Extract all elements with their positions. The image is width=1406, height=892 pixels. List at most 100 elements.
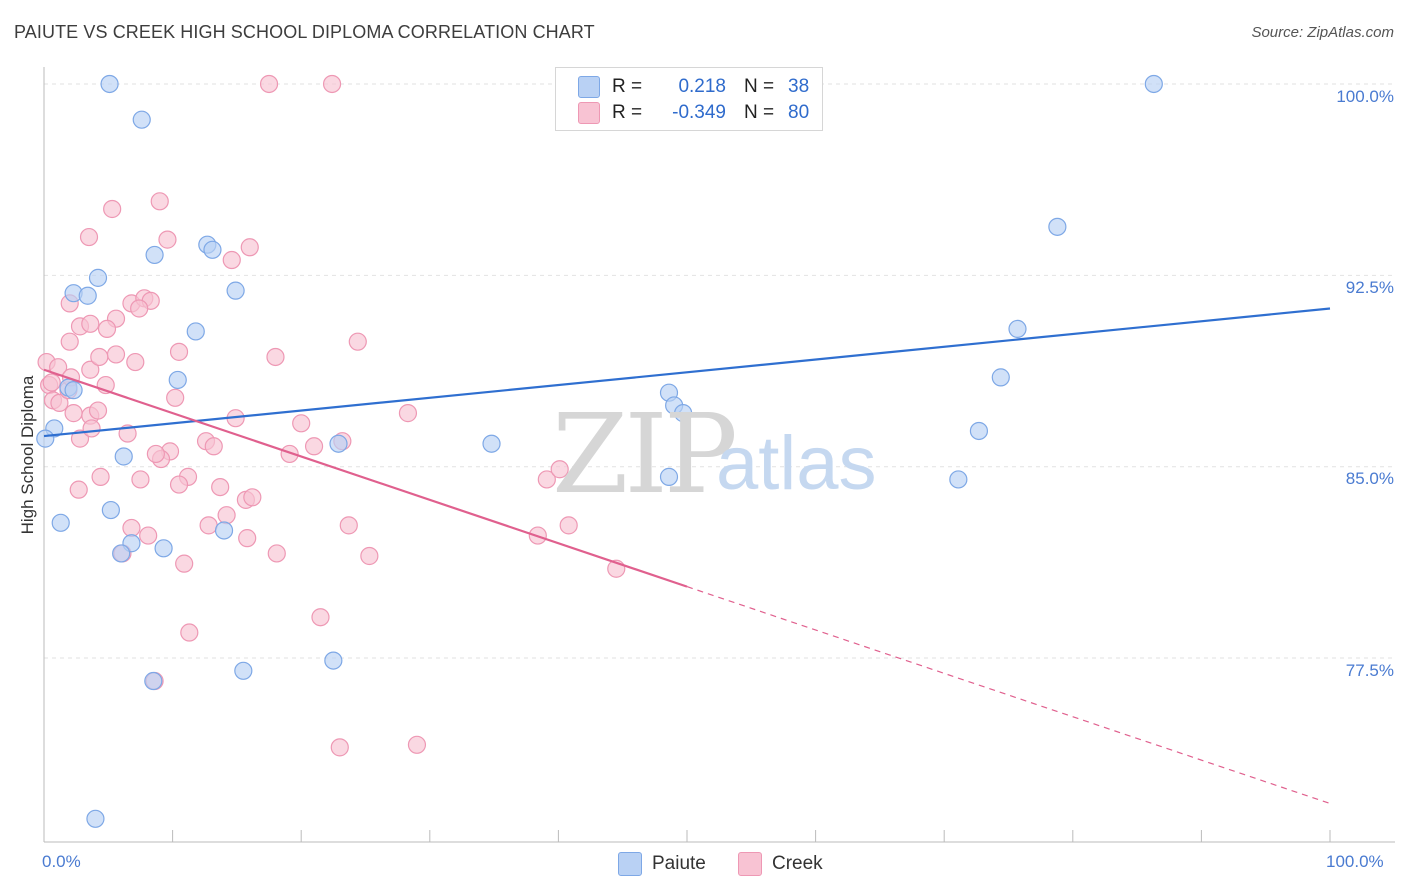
- y-tick-label-100: 100.0%: [1336, 87, 1394, 106]
- creek-point: [211, 477, 230, 497]
- creek-point: [150, 192, 169, 211]
- creek-point: [122, 518, 141, 538]
- paiute-legend-swatch: [618, 852, 642, 876]
- y-tick-label-77-5: 77.5%: [1345, 661, 1394, 680]
- paiute-point: [1048, 217, 1067, 236]
- paiute-point: [991, 368, 1010, 387]
- watermark-atlas: atlas: [716, 421, 877, 506]
- y-tick-label-85: 85.0%: [1345, 469, 1394, 488]
- axes: [43, 67, 1395, 843]
- correlation-legend: R = 0.218 N = 38 R = -0.349 N = 80: [555, 67, 823, 131]
- creek-point: [222, 250, 241, 270]
- creek-point: [166, 388, 185, 407]
- paiute-point: [101, 500, 120, 520]
- creek-point: [292, 414, 311, 433]
- creek-point: [97, 319, 117, 339]
- x-tick-label-max: 100.0%: [1326, 852, 1384, 871]
- creek-point: [339, 516, 358, 535]
- paiute-point: [144, 671, 163, 691]
- paiute-point: [214, 521, 234, 540]
- creek-point: [169, 342, 189, 361]
- creek-trend-extension: [686, 586, 1331, 805]
- paiute-point: [203, 240, 222, 259]
- paiute-point: [482, 434, 501, 453]
- creek-point: [240, 238, 259, 257]
- creek-point: [49, 358, 68, 377]
- legend-r-label: R =: [612, 102, 643, 123]
- y-tick-label-92-5: 92.5%: [1345, 278, 1394, 297]
- creek-point: [280, 444, 299, 464]
- creek-point: [259, 74, 279, 94]
- creek-swatch: [578, 102, 600, 124]
- creek-point: [139, 526, 158, 545]
- paiute-point: [132, 110, 151, 129]
- trend-lines: [43, 307, 1331, 805]
- legend-n-value: 80: [788, 102, 810, 123]
- paiute-point: [1144, 74, 1163, 94]
- paiute-point: [226, 281, 245, 300]
- source-credit: Source: ZipAtlas.com: [1251, 24, 1394, 41]
- legend-n-label: N =: [744, 102, 775, 123]
- legend-item-paiute: Paiute: [618, 852, 706, 876]
- creek-point: [238, 529, 257, 548]
- creek-point: [158, 230, 177, 249]
- paiute-point: [659, 467, 679, 486]
- creek-point: [42, 373, 61, 392]
- creek-point: [169, 475, 189, 494]
- legend-row-paiute: R = 0.218 N = 38: [578, 75, 809, 99]
- paiute-point: [1008, 319, 1027, 339]
- paiute-point: [168, 370, 187, 390]
- creek-point: [91, 467, 110, 486]
- paiute-point: [949, 470, 968, 489]
- y-axis-label: High School Diploma: [18, 375, 37, 535]
- creek-point: [267, 544, 286, 563]
- creek-point: [180, 623, 199, 642]
- creek-point: [60, 332, 79, 351]
- paiute-point: [100, 74, 119, 94]
- creek-point: [217, 506, 236, 525]
- creek-point: [90, 347, 109, 367]
- creek-point: [322, 74, 342, 94]
- creek-point: [69, 480, 88, 499]
- legend-n-label: N =: [744, 76, 775, 97]
- creek-trend-line: [43, 368, 688, 588]
- paiute-trend-line: [43, 307, 1331, 438]
- x-tick-label-min: 0.0%: [42, 852, 81, 871]
- legend-row-creek: R = -0.349 N = 80: [578, 101, 809, 125]
- creek-point: [88, 401, 108, 420]
- creek-point: [537, 470, 556, 489]
- creek-series: [37, 74, 626, 757]
- paiute-point: [112, 544, 131, 563]
- creek-point: [103, 199, 122, 219]
- paiute-point: [329, 434, 348, 453]
- paiute-point: [674, 404, 693, 423]
- creek-legend-swatch: [738, 852, 762, 876]
- paiute-point: [78, 286, 97, 305]
- creek-point: [79, 227, 99, 247]
- legend-r-value: -0.349: [672, 102, 726, 123]
- creek-point: [130, 299, 149, 318]
- creek-point: [550, 460, 569, 479]
- paiute-point: [36, 429, 55, 448]
- creek-point: [126, 352, 145, 372]
- creek-point: [50, 393, 69, 413]
- creek-point: [81, 314, 100, 333]
- paiute-point: [51, 513, 70, 532]
- creek-point: [131, 470, 150, 489]
- paiute-point: [114, 447, 133, 466]
- paiute-point: [154, 539, 173, 558]
- creek-point: [266, 347, 285, 367]
- creek-point: [398, 404, 418, 423]
- creek-point: [175, 554, 194, 573]
- gridlines: [44, 83, 1395, 659]
- creek-point: [559, 516, 578, 535]
- creek-point: [407, 735, 427, 754]
- watermark-zip: ZIP: [552, 390, 738, 518]
- paiute-point: [145, 245, 164, 265]
- paiute-point: [64, 381, 83, 400]
- creek-legend-label: Creek: [772, 853, 823, 874]
- paiute-point: [186, 322, 205, 341]
- creek-point: [348, 332, 367, 351]
- paiute-swatch: [578, 76, 600, 98]
- creek-point: [106, 345, 126, 364]
